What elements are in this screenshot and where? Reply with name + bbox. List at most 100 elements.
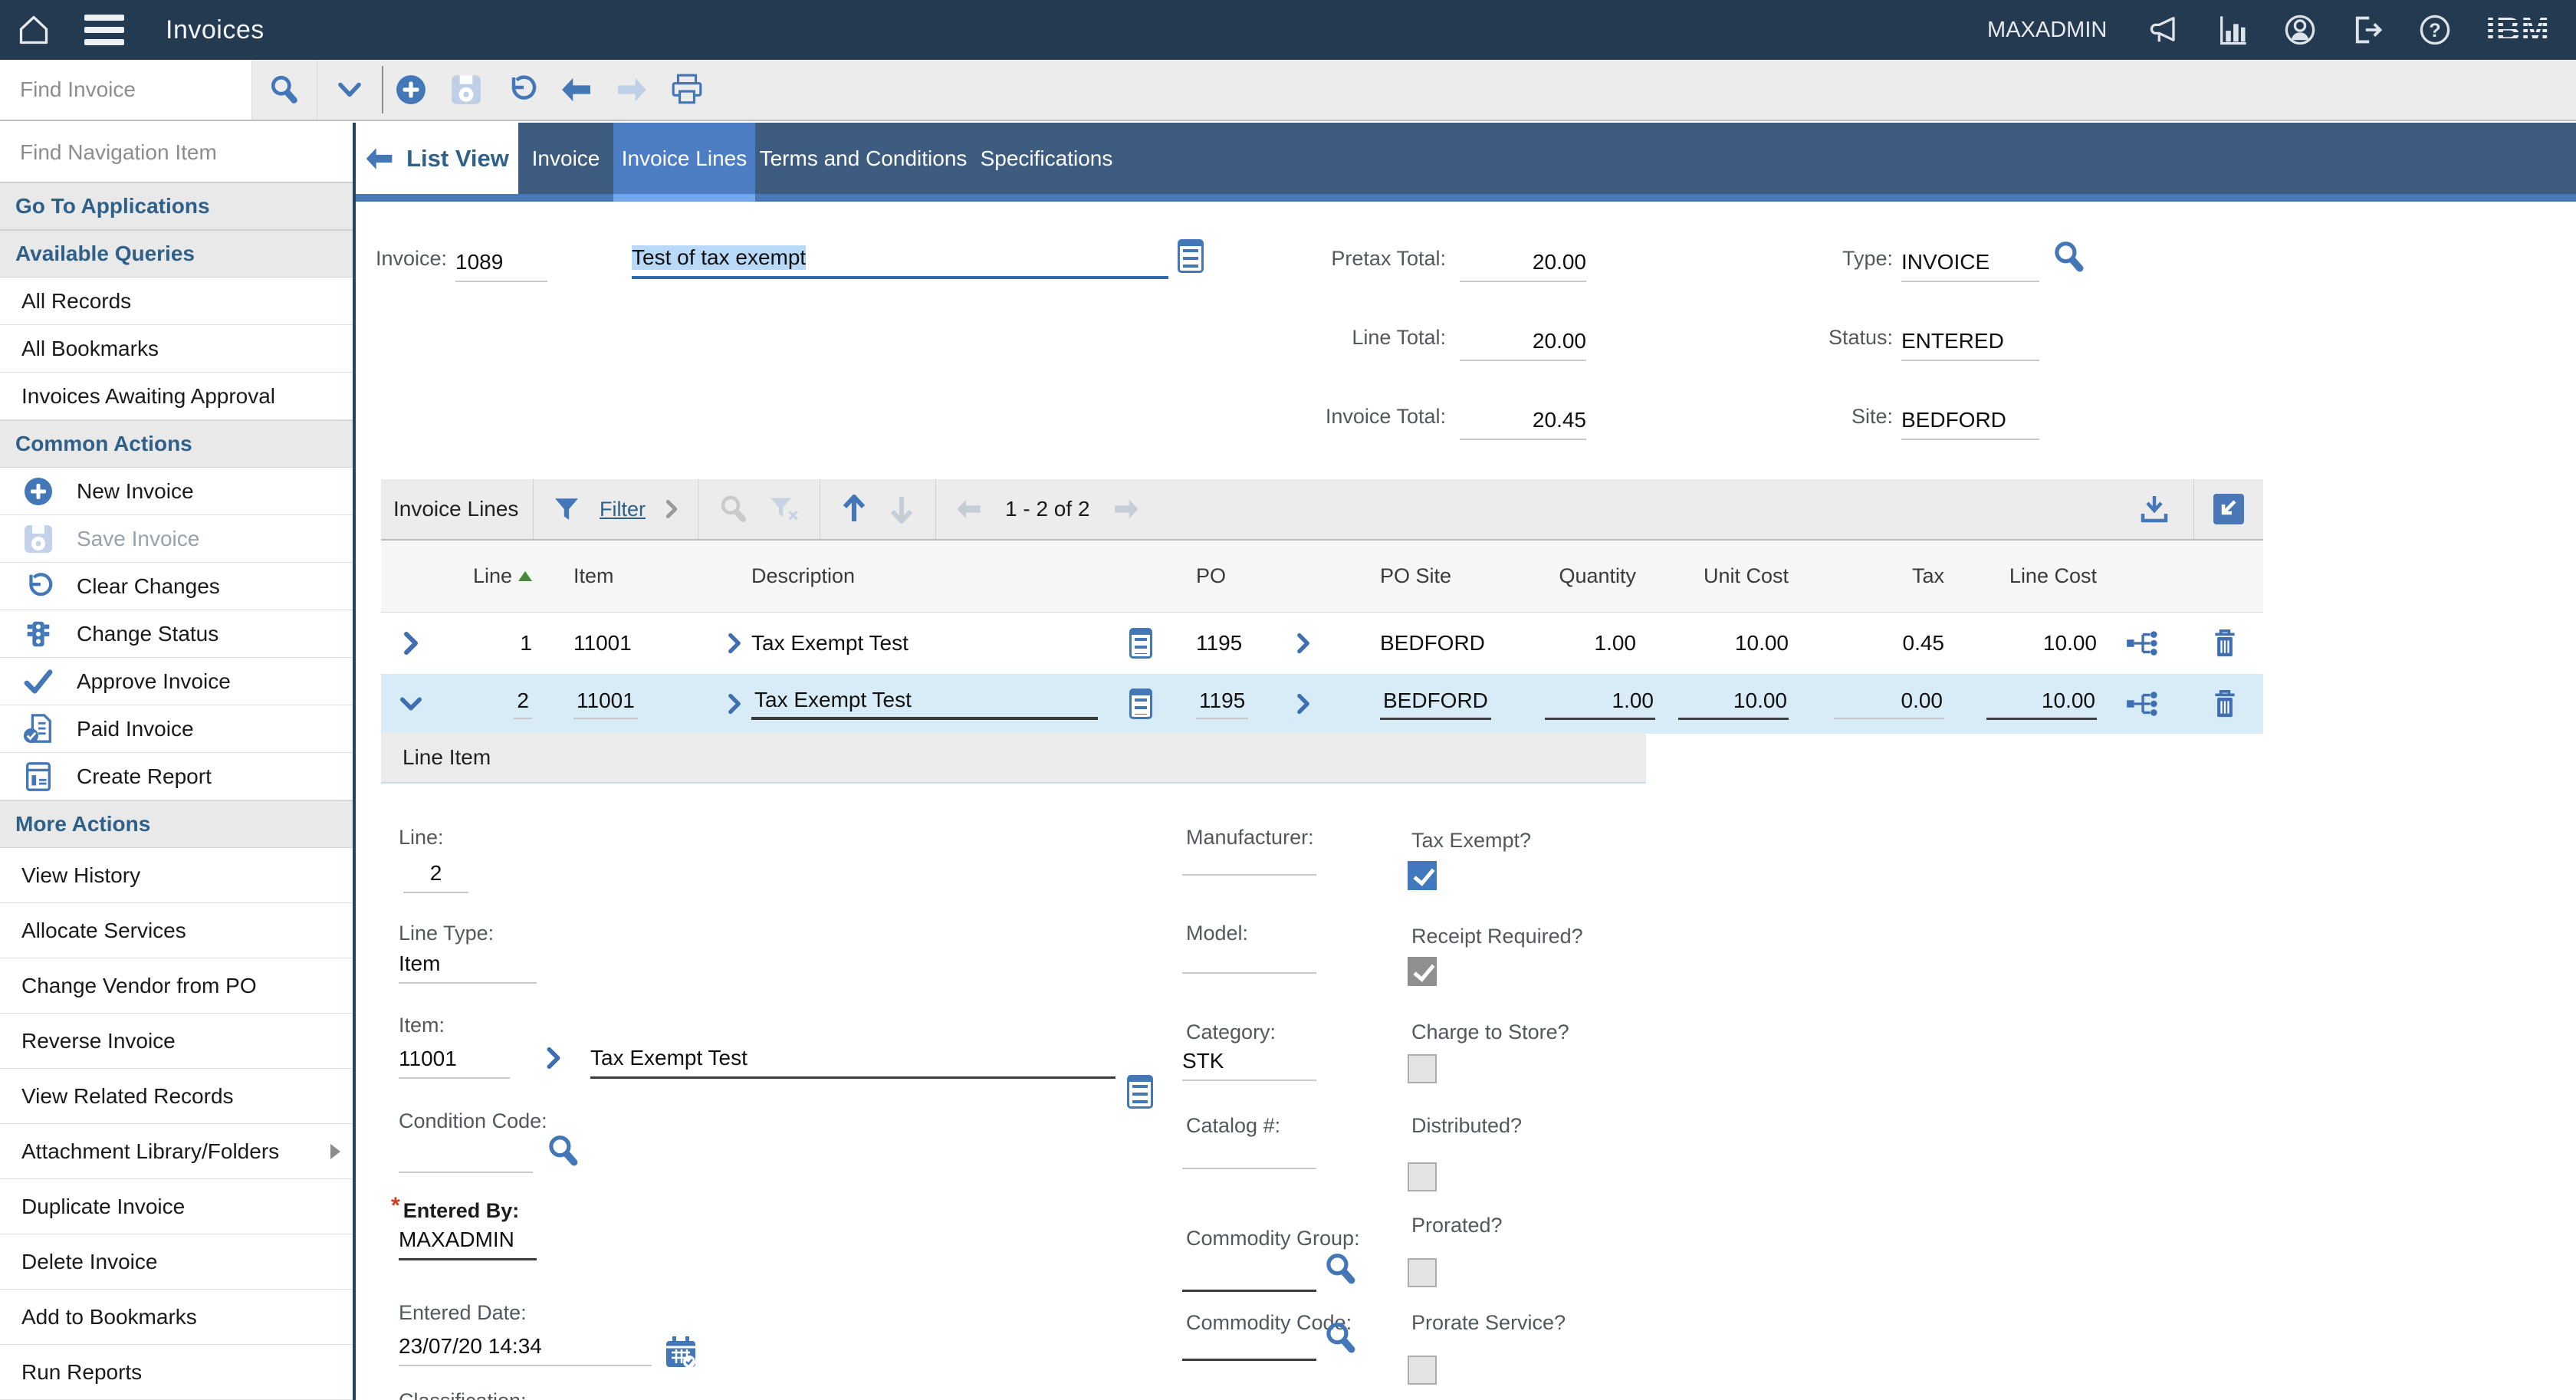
charge-to-store-checkbox[interactable]: [1408, 1054, 1437, 1083]
column-po[interactable]: PO: [1177, 564, 1269, 588]
prorate-service-checkbox[interactable]: [1408, 1356, 1437, 1385]
sidebar-item-attachment-library[interactable]: Attachment Library/Folders: [0, 1124, 353, 1179]
condition-code-field[interactable]: [399, 1135, 533, 1173]
commodity-group-lookup-icon[interactable]: [1323, 1251, 1359, 1287]
profile-icon[interactable]: [2283, 13, 2317, 47]
column-quantity[interactable]: Quantity: [1545, 564, 1641, 588]
sidebar-item-create-report[interactable]: Create Report: [0, 753, 353, 800]
table-search-icon[interactable]: [718, 494, 749, 524]
save-record-button[interactable]: [442, 60, 490, 120]
column-description[interactable]: Description: [748, 564, 1104, 588]
entered-by-field[interactable]: MAXADMIN: [399, 1221, 537, 1260]
tax-exempt-checkbox[interactable]: [1408, 861, 1437, 890]
sidebar-item-paid-invoice[interactable]: Paid Invoice: [0, 705, 353, 753]
search-button[interactable]: [251, 60, 317, 120]
clear-changes-button[interactable]: [498, 60, 545, 120]
model-field[interactable]: [1182, 934, 1316, 974]
column-po-site[interactable]: PO Site: [1338, 564, 1545, 588]
sidebar-item-all-bookmarks[interactable]: All Bookmarks: [0, 325, 353, 373]
invoice-description-field[interactable]: Test of tax exempt: [632, 235, 1168, 279]
catalog-field[interactable]: [1182, 1129, 1316, 1169]
table-row-selected[interactable]: 2 11001 Tax Exempt Test 1195 BEDFORD 1.0…: [381, 674, 2263, 734]
column-tax[interactable]: Tax: [1793, 564, 1949, 588]
distribute-costs-icon[interactable]: [2101, 688, 2186, 719]
tab-invoice[interactable]: Invoice: [518, 123, 613, 194]
reports-chart-icon[interactable]: [2216, 13, 2249, 47]
sidebar-header-available-queries[interactable]: Available Queries: [0, 230, 353, 278]
calendar-icon[interactable]: [662, 1334, 701, 1371]
type-field[interactable]: INVOICE: [1901, 238, 2039, 282]
print-button[interactable]: [663, 60, 711, 120]
expand-row-icon[interactable]: [381, 631, 441, 656]
home-icon[interactable]: [14, 10, 54, 50]
find-navigation-input[interactable]: [0, 123, 353, 182]
long-description-icon[interactable]: [1129, 688, 1152, 719]
announcements-icon[interactable]: [2148, 13, 2182, 47]
po-detail-icon[interactable]: [1269, 693, 1338, 715]
tab-invoice-lines[interactable]: Invoice Lines: [613, 123, 755, 194]
sidebar-header-go-to[interactable]: Go To Applications: [0, 182, 353, 230]
item-detail-icon[interactable]: [721, 693, 748, 715]
line-total-field[interactable]: 20.00: [1460, 317, 1586, 361]
sidebar-item-duplicate-invoice[interactable]: Duplicate Invoice: [0, 1179, 353, 1234]
sidebar-item-delete-invoice[interactable]: Delete Invoice: [0, 1234, 353, 1290]
delete-row-icon[interactable]: [2186, 628, 2263, 659]
item-description-field[interactable]: Tax Exempt Test: [590, 1037, 1116, 1079]
column-line-cost[interactable]: Line Cost: [1949, 564, 2101, 588]
advanced-search-chevron[interactable]: [317, 60, 382, 120]
sidebar-item-run-reports[interactable]: Run Reports: [0, 1345, 353, 1400]
collapse-table-icon[interactable]: [2213, 493, 2245, 525]
sidebar-item-approve-invoice[interactable]: Approve Invoice: [0, 658, 353, 705]
invoice-number-field[interactable]: 1089: [455, 238, 547, 282]
distributed-checkbox[interactable]: [1408, 1162, 1437, 1191]
filter-icon[interactable]: [554, 497, 580, 521]
invoice-total-field[interactable]: 20.45: [1460, 396, 1586, 440]
po-detail-icon[interactable]: [1269, 633, 1338, 654]
filter-expand-icon[interactable]: [665, 499, 678, 519]
current-user[interactable]: MAXADMIN: [1987, 18, 2107, 43]
long-description-icon[interactable]: [1178, 239, 1204, 273]
sidebar-item-view-related-records[interactable]: View Related Records: [0, 1069, 353, 1124]
commodity-code-field[interactable]: [1182, 1323, 1316, 1361]
tab-terms-and-conditions[interactable]: Terms and Conditions: [755, 123, 971, 194]
next-record-button[interactable]: [608, 60, 656, 120]
condition-code-lookup-icon[interactable]: [546, 1133, 581, 1168]
column-item[interactable]: Item: [537, 564, 721, 588]
item-detail-icon[interactable]: [721, 633, 748, 654]
manufacturer-field[interactable]: [1182, 836, 1316, 876]
tab-specifications[interactable]: Specifications: [971, 123, 1122, 194]
new-record-button[interactable]: [387, 60, 435, 120]
logout-icon[interactable]: [2351, 13, 2384, 47]
sidebar-item-change-status[interactable]: Change Status: [0, 610, 353, 658]
long-description-icon[interactable]: [1127, 1075, 1153, 1109]
collapse-row-icon[interactable]: [381, 692, 441, 715]
entered-date-field[interactable]: 23/07/20 14:34: [399, 1325, 652, 1366]
previous-record-button[interactable]: [553, 60, 600, 120]
long-description-icon[interactable]: [1129, 628, 1152, 659]
sidebar-item-add-to-bookmarks[interactable]: Add to Bookmarks: [0, 1290, 353, 1345]
sidebar-item-clear-changes[interactable]: Clear Changes: [0, 563, 353, 610]
sidebar-item-allocate-services[interactable]: Allocate Services: [0, 903, 353, 958]
sidebar-item-invoices-awaiting-approval[interactable]: Invoices Awaiting Approval: [0, 373, 353, 420]
move-row-up-icon[interactable]: [840, 494, 868, 524]
delete-row-icon[interactable]: [2186, 688, 2263, 719]
find-invoice-input[interactable]: [0, 60, 251, 120]
sidebar-item-all-records[interactable]: All Records: [0, 278, 353, 325]
prorated-checkbox[interactable]: [1408, 1258, 1437, 1287]
distribute-costs-icon[interactable]: [2101, 628, 2186, 659]
type-lookup-icon[interactable]: [2052, 239, 2087, 274]
sidebar-item-change-vendor-from-po[interactable]: Change Vendor from PO: [0, 958, 353, 1014]
filter-link[interactable]: Filter: [600, 498, 646, 521]
sidebar-item-reverse-invoice[interactable]: Reverse Invoice: [0, 1014, 353, 1069]
commodity-group-field[interactable]: [1182, 1254, 1316, 1292]
table-row[interactable]: 1 11001 Tax Exempt Test 1195 BEDFORD 1.0…: [381, 613, 2263, 674]
column-unit-cost[interactable]: Unit Cost: [1641, 564, 1793, 588]
back-to-list-view[interactable]: List View: [356, 123, 518, 194]
menu-icon[interactable]: [84, 15, 124, 45]
item-number-field[interactable]: 11001: [399, 1037, 510, 1079]
help-icon[interactable]: [2418, 13, 2452, 47]
commodity-code-lookup-icon[interactable]: [1323, 1320, 1359, 1356]
sidebar-item-new-invoice[interactable]: New Invoice: [0, 468, 353, 515]
item-detail-icon[interactable]: [546, 1047, 561, 1070]
line-type-field[interactable]: Item: [399, 942, 537, 984]
